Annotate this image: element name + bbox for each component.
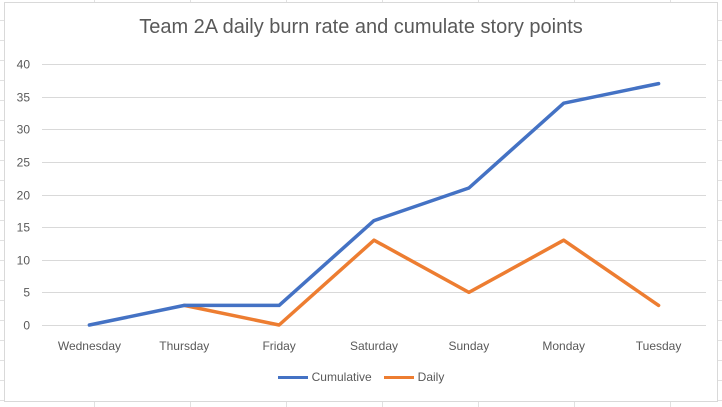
x-tick-label: Tuesday: [636, 339, 682, 353]
y-tick-label: 20: [17, 189, 31, 203]
x-tick-label: Thursday: [159, 339, 209, 353]
x-tick-label: Saturday: [350, 339, 398, 353]
x-tick-label: Wednesday: [58, 339, 121, 353]
y-axis-tick-labels: 0 5 10 15 20 25 30 35 40: [17, 58, 31, 333]
legend-swatch-cumulative: [277, 375, 308, 379]
y-tick-label: 10: [17, 254, 31, 268]
y-tick-label: 15: [17, 221, 31, 235]
y-tick-label: 40: [17, 58, 31, 72]
legend-entry-daily[interactable]: Daily: [383, 370, 445, 384]
series-line-daily[interactable]: [182, 238, 661, 327]
y-tick-label: 25: [17, 156, 31, 170]
y-tick-label: 0: [23, 319, 30, 333]
legend-swatch-daily: [383, 375, 414, 379]
series-line-cumulative[interactable]: [87, 81, 661, 327]
series-lines: [87, 81, 661, 327]
gridlines: [42, 64, 706, 326]
y-tick-label: 35: [17, 91, 31, 105]
legend-entry-cumulative[interactable]: Cumulative: [277, 370, 372, 384]
legend-label-cumulative: Cumulative: [311, 370, 372, 384]
legend: Cumulative Daily: [0, 370, 722, 384]
chart-area[interactable]: [4, 2, 718, 402]
legend-label-daily: Daily: [417, 370, 445, 384]
x-tick-label: Monday: [542, 339, 585, 353]
x-axis-tick-labels: Wednesday Thursday Friday Saturday Sunday Mon…: [58, 339, 682, 353]
x-tick-label: Friday: [262, 339, 295, 353]
chart-title: Team 2A daily burn rate and cumulate sto…: [139, 16, 583, 38]
y-tick-label: 30: [17, 123, 31, 137]
y-tick-label: 5: [23, 286, 30, 300]
x-tick-label: Sunday: [449, 339, 490, 353]
